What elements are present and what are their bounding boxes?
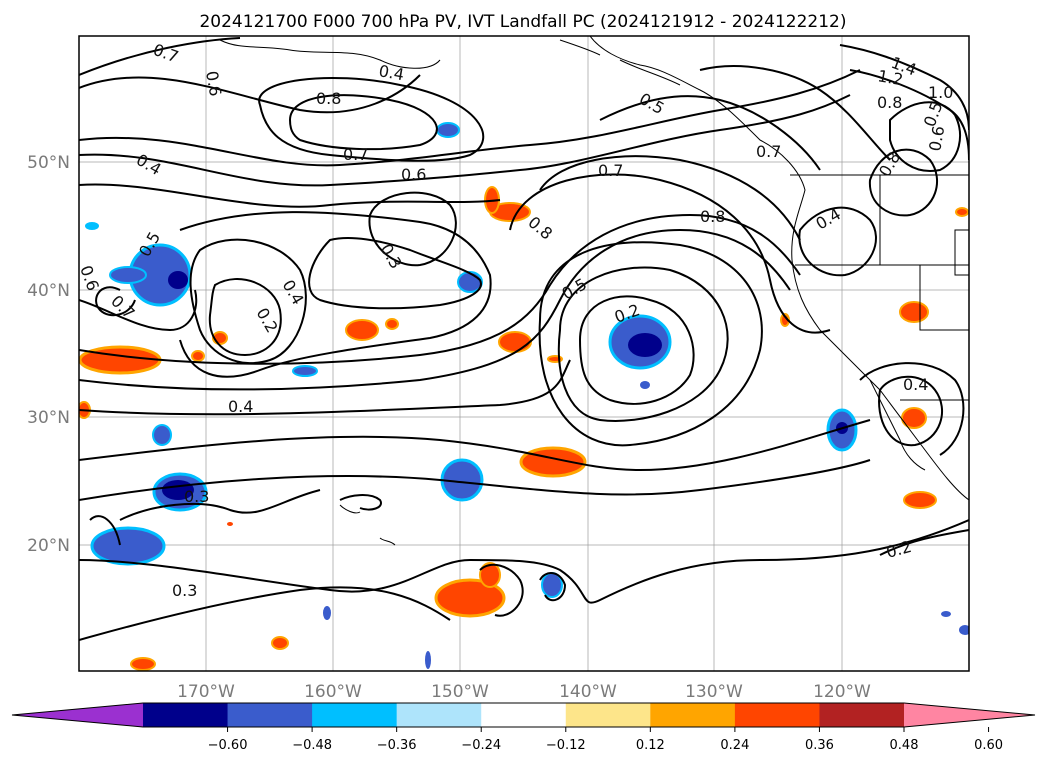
colorbar-tick-label: 0.48 — [890, 738, 919, 753]
contour-label: 0.4 — [228, 397, 253, 416]
lon-tick-label: 160°W — [304, 682, 362, 702]
colorbar-extend-high — [904, 703, 1035, 727]
shaded-anomalies — [79, 122, 969, 671]
colorbar-tick-label: −0.48 — [292, 738, 332, 753]
neg-anomaly — [90, 526, 166, 566]
contour-label: 0.6 — [401, 165, 426, 184]
graticule — [79, 36, 969, 671]
contour-label: 0.3 — [172, 581, 197, 600]
neg-anomaly — [628, 333, 662, 357]
colorbar-tick-label: −0.60 — [208, 738, 248, 753]
colorbar-bin — [396, 703, 482, 727]
neg-anomaly — [959, 625, 969, 635]
coastlines — [219, 36, 969, 546]
colorbar-bin — [819, 703, 905, 727]
neg-anomaly — [436, 122, 460, 138]
neg-anomaly — [941, 611, 951, 617]
pos-anomaly — [385, 318, 399, 330]
lon-axis: 170°W 160°W 150°W 140°W 130°W 120°W — [177, 682, 871, 702]
neg-anomaly — [425, 651, 431, 669]
map-area — [79, 36, 969, 671]
colorbar-bin — [481, 703, 567, 727]
lat-tick-label: 50°N — [27, 153, 70, 173]
contour-label: 0.7 — [343, 145, 368, 164]
lon-tick-label: 150°W — [431, 682, 489, 702]
colorbar: −0.60 −0.48 −0.36 −0.24 −0.12 0.12 0.24 0.36 0.4… — [11, 702, 1036, 753]
pos-anomaly — [345, 319, 379, 341]
pv-contours — [79, 37, 969, 641]
pos-anomaly — [79, 345, 162, 375]
contour-label: 0.3 — [184, 487, 209, 506]
contour-label: 0.8 — [700, 207, 725, 226]
neg-anomaly — [109, 266, 147, 284]
neg-anomaly — [292, 365, 318, 377]
contour-label: 0.6 — [202, 69, 225, 97]
lat-axis: 50°N 40°N 30°N 20°N — [27, 153, 70, 556]
colorbar-tick-label: −0.24 — [461, 738, 501, 753]
neg-anomaly — [85, 222, 99, 230]
colorbar-bin — [565, 703, 651, 727]
colorbar-outline — [11, 702, 1036, 728]
contour-label: 0.4 — [903, 375, 928, 394]
map-title: 2024121700 F000 700 hPa PV, IVT Landfall… — [199, 12, 846, 32]
neg-anomaly — [323, 606, 331, 620]
lat-tick-label: 40°N — [27, 281, 70, 301]
contour-label: 0.8 — [316, 89, 341, 108]
pos-anomaly — [479, 562, 501, 588]
pos-anomaly — [130, 657, 156, 671]
colorbar-bin — [227, 703, 313, 727]
colorbar-tick-label: 0.12 — [636, 738, 665, 753]
pos-anomaly — [899, 301, 929, 323]
lat-tick-label: 20°N — [27, 536, 70, 556]
colorbar-bin — [312, 703, 398, 727]
pos-anomaly — [498, 331, 532, 353]
colorbar-tick-label: 0.60 — [974, 738, 1003, 753]
colorbar-tick-label: −0.12 — [546, 738, 586, 753]
colorbar-extend-low — [12, 703, 143, 727]
lon-tick-label: 120°W — [813, 682, 871, 702]
colorbar-tick-label: 0.36 — [805, 738, 834, 753]
pos-anomaly — [955, 207, 969, 217]
colorbar-tick-label: 0.24 — [720, 738, 749, 753]
pos-anomaly — [901, 407, 927, 429]
colorbar-bin — [734, 703, 820, 727]
neg-anomaly — [640, 381, 650, 389]
pos-anomaly — [271, 636, 289, 650]
pos-anomaly — [434, 578, 506, 618]
lon-tick-label: 170°W — [177, 682, 235, 702]
colorbar-tick-label: −0.36 — [377, 738, 417, 753]
contour-label: 0.7 — [756, 142, 781, 161]
colorbar-bin — [143, 703, 229, 727]
contour-label: 0.6 — [76, 263, 103, 293]
contour-label: 1.0 — [928, 83, 953, 102]
lon-tick-label: 140°W — [559, 682, 617, 702]
contour-label: 0.8 — [877, 93, 902, 112]
neg-anomaly — [168, 271, 188, 289]
pos-anomaly — [903, 491, 937, 509]
map-frame — [78, 35, 970, 672]
contour-labels: 0.7 0.6 0.8 0.7 0.6 0.4 0.5 0.6 0.7 0.3 … — [76, 40, 953, 600]
lat-tick-label: 30°N — [27, 408, 70, 428]
contour-label: 0.6 — [925, 124, 948, 152]
contour-label: 1.2 — [876, 66, 904, 89]
pos-anomaly — [227, 522, 233, 526]
pos-anomaly — [191, 350, 205, 362]
contour-label: 0.7 — [598, 161, 623, 180]
lon-tick-label: 130°W — [685, 682, 743, 702]
colorbar-bin — [650, 703, 736, 727]
contour-label: 0.4 — [377, 61, 405, 84]
neg-anomaly — [152, 424, 172, 446]
